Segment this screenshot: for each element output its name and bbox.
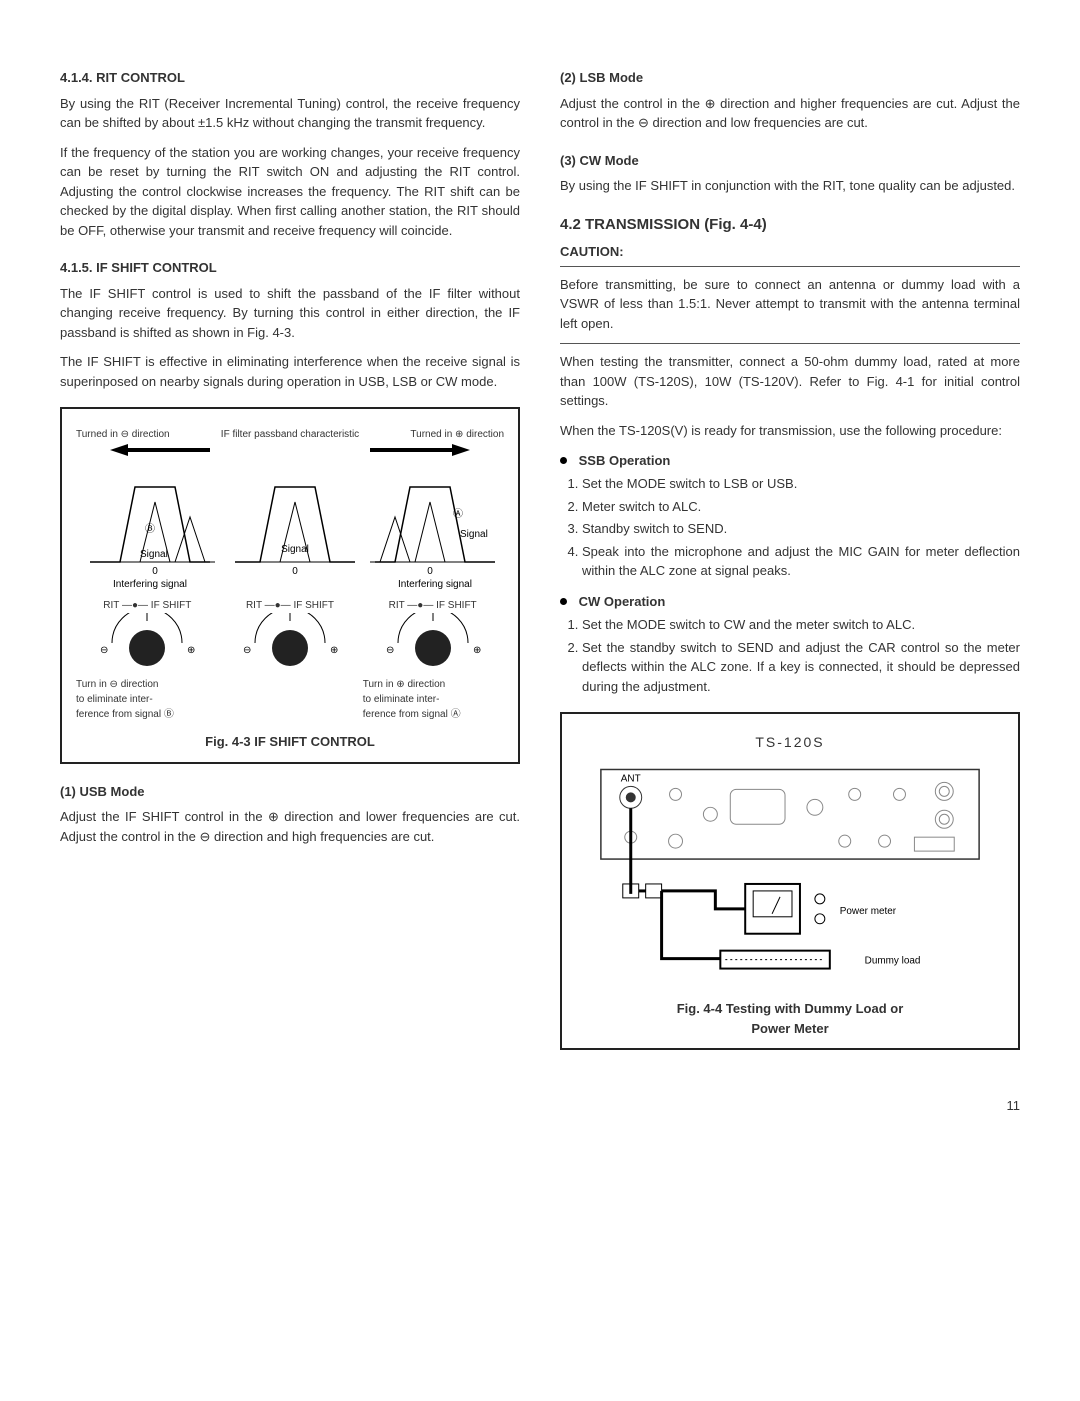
svg-text:Signal: Signal [281,544,309,555]
svg-text:Power meter: Power meter [840,906,897,917]
fig43-knob2-label: RIT —●— IF SHIFT [235,598,345,613]
svg-text:Interfering signal: Interfering signal [398,579,472,590]
fig43-turned-minus: Turned in ⊖ direction [76,427,170,442]
svg-text:⊕: ⊕ [187,645,195,656]
sec-4.2-title: 4.2 TRANSMISSION (Fig. 4-4) [560,214,1020,237]
fig44-svg: ANT [576,759,1004,989]
svg-text:⊕: ⊕ [330,645,338,656]
ssb-step-4: Speak into the microphone and adjust the… [582,542,1020,581]
fig43-knob3-label: RIT —●— IF SHIFT [378,598,488,613]
svg-text:Interfering signal: Interfering signal [113,579,187,590]
svg-text:Ⓑ: Ⓑ [145,523,155,535]
svg-text:0: 0 [427,566,433,577]
ssb-operation-head: SSB Operation [560,450,1020,470]
sec-4.1.5-para1: The IF SHIFT control is used to shift th… [60,284,520,343]
svg-text:Signal: Signal [140,549,168,560]
ssb-step-3: Standby switch to SEND. [582,519,1020,539]
svg-text:⊖: ⊖ [100,645,108,656]
usb-mode-para: Adjust the IF SHIFT control in the ⊕ dir… [60,807,520,846]
fig43-cap-left: Turn in ⊖ direction to eliminate inter- … [76,677,217,722]
svg-text:⊕: ⊕ [473,645,481,656]
figure-4-3-box: Turned in ⊖ direction IF filter passband… [60,407,520,764]
right-column: (2) LSB Mode Adjust the control in the ⊕… [560,50,1020,1066]
ssb-steps: Set the MODE switch to LSB or USB. Meter… [560,474,1020,581]
left-column: 4.1.4. RIT CONTROL By using the RIT (Rec… [60,50,520,1066]
cw-steps: Set the MODE switch to CW and the meter … [560,615,1020,696]
two-column-layout: 4.1.4. RIT CONTROL By using the RIT (Rec… [60,50,1020,1066]
usb-mode-title: (1) USB Mode [60,782,520,802]
svg-text:⊖: ⊖ [386,645,394,656]
ssb-operation-label: SSB Operation [579,453,671,468]
ssb-step-2: Meter switch to ALC. [582,497,1020,517]
svg-text:ANT: ANT [621,774,641,785]
bullet-icon [560,598,567,605]
cw-mode-para: By using the IF SHIFT in conjunction wit… [560,176,1020,196]
caution-label: CAUTION: [560,242,1020,262]
test-para2: When the TS-120S(V) is ready for transmi… [560,421,1020,441]
fig43-knob-row: RIT —●— IF SHIFT ⊖ ⊕ RIT —●— IF SHIFT [76,598,504,673]
cw-operation-head: CW Operation [560,591,1020,611]
sec-4.1.4-title: 4.1.4. RIT CONTROL [60,68,520,88]
fig43-bottom-captions: Turn in ⊖ direction to eliminate inter- … [76,677,504,722]
fig44-device-label: TS-120S [576,732,1004,753]
fig43-caption: Fig. 4-3 IF SHIFT CONTROL [76,732,504,752]
fig43-passband-label: IF filter passband characteristic [170,427,411,442]
cw-operation-label: CW Operation [579,594,666,609]
figure-4-4-box: TS-120S ANT [560,712,1020,1050]
svg-text:0: 0 [152,566,158,577]
fig43-passband-svg: Ⓑ Signal 0 Interfering signal Signal 0 [76,442,504,592]
svg-text:Ⓐ: Ⓐ [453,508,463,520]
cw-step-2: Set the standby switch to SEND and adjus… [582,638,1020,697]
cw-step-1: Set the MODE switch to CW and the meter … [582,615,1020,635]
cw-mode-title: (3) CW Mode [560,151,1020,171]
lsb-mode-title: (2) LSB Mode [560,68,1020,88]
sec-4.1.4-para2: If the frequency of the station you are … [60,143,520,241]
fig43-cap-right: Turn in ⊕ direction to eliminate inter- … [363,677,504,722]
sec-4.1.5-title: 4.1.5. IF SHIFT CONTROL [60,258,520,278]
sec-4.1.4-para1: By using the RIT (Receiver Incremental T… [60,94,520,133]
fig43-knob3: RIT —●— IF SHIFT ⊖ ⊕ [378,598,488,673]
svg-text:Signal: Signal [460,529,488,540]
sec-4.1.5-para2: The IF SHIFT is effective in eliminating… [60,352,520,391]
fig44-caption-line1: Fig. 4-4 Testing with Dummy Load or [576,999,1004,1019]
fig43-turned-plus: Turned in ⊕ direction [410,427,504,442]
lsb-mode-para: Adjust the control in the ⊕ direction an… [560,94,1020,133]
caution-rule-top [560,266,1020,267]
bullet-icon [560,457,567,464]
fig43-knob1: RIT —●— IF SHIFT ⊖ ⊕ [92,598,202,673]
fig43-knob1-label: RIT —●— IF SHIFT [92,598,202,613]
page-number: 11 [60,1096,1020,1116]
caution-para: Before transmitting, be sure to connect … [560,275,1020,334]
svg-text:Dummy load: Dummy load [865,956,921,967]
fig44-caption-line2: Power Meter [576,1019,1004,1039]
test-para1: When testing the transmitter, connect a … [560,352,1020,411]
caution-rule-bottom [560,343,1020,344]
svg-text:0: 0 [292,566,298,577]
fig43-knob2: RIT —●— IF SHIFT ⊖ ⊕ [235,598,345,673]
svg-text:⊖: ⊖ [243,645,251,656]
fig43-top-labels: Turned in ⊖ direction IF filter passband… [76,427,504,442]
ssb-step-1: Set the MODE switch to LSB or USB. [582,474,1020,494]
